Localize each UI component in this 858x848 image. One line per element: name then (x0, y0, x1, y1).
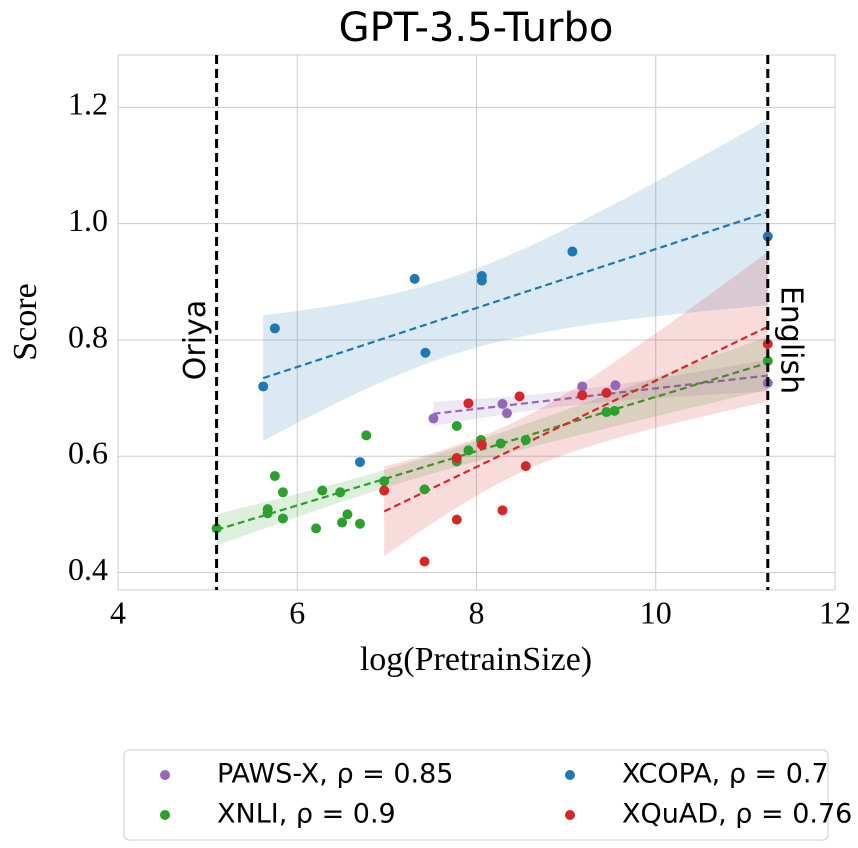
data-point (520, 434, 531, 445)
data-point (342, 509, 353, 520)
legend-marker (160, 770, 170, 780)
y-axis-label: Score (7, 283, 44, 360)
x-tick-label: 10 (640, 594, 672, 630)
data-point (577, 381, 588, 392)
reference-label: English (773, 286, 808, 394)
data-point (495, 438, 506, 449)
regression-line (383, 325, 769, 513)
legend-marker (565, 770, 575, 780)
data-point (463, 445, 474, 456)
data-point (419, 484, 430, 495)
x-tick-label: 4 (110, 594, 126, 630)
data-point (258, 381, 269, 392)
data-point (601, 387, 612, 398)
legend-label: XQuAD, ρ = 0.76 (622, 799, 852, 830)
data-point (476, 439, 487, 450)
data-point (501, 408, 512, 419)
y-tick-label: 1.0 (68, 202, 108, 238)
data-point (269, 323, 280, 334)
data-point (311, 523, 322, 534)
data-point (335, 487, 346, 498)
y-tick-label: 0.8 (68, 318, 108, 354)
data-point (337, 517, 348, 528)
data-point (451, 514, 462, 525)
data-point (420, 347, 431, 358)
chart-title: GPT-3.5-Turbo (339, 5, 614, 51)
data-point (609, 405, 620, 416)
data-point (361, 430, 372, 441)
y-tick-label: 0.4 (68, 551, 108, 587)
x-tick-label: 8 (469, 594, 485, 630)
data-point (211, 523, 222, 534)
data-point (497, 505, 508, 516)
data-point (354, 518, 365, 529)
legend-marker (160, 810, 170, 820)
legend (123, 749, 829, 841)
data-point (379, 485, 390, 496)
regression-line (216, 361, 769, 531)
confidence-band (433, 359, 768, 426)
data-point (269, 471, 280, 482)
data-point (419, 556, 430, 567)
reference-label: Oriya (178, 300, 213, 380)
legend-marker (565, 810, 575, 820)
y-tick-label: 1.2 (68, 86, 108, 122)
data-point (409, 273, 420, 284)
x-axis-label: log(PretrainSize) (360, 641, 592, 678)
confidence-band (384, 252, 768, 557)
regression-line (262, 211, 769, 380)
legend-label: PAWS-X, ρ = 0.85 (217, 759, 454, 790)
legend-label: XNLI, ρ = 0.9 (217, 799, 396, 830)
data-point (451, 421, 462, 432)
data-point (601, 407, 612, 418)
y-tick-label: 0.6 (68, 435, 108, 471)
data-point (354, 457, 365, 468)
data-point (262, 508, 273, 519)
data-point (277, 513, 288, 524)
data-point (762, 231, 773, 242)
data-point (428, 413, 439, 424)
data-point (317, 485, 328, 496)
data-point (277, 487, 288, 498)
data-point (520, 461, 531, 472)
data-point (577, 390, 588, 401)
data-point (762, 339, 773, 350)
legend-label: XCOPA, ρ = 0.7 (622, 759, 829, 790)
x-tick-label: 6 (289, 594, 305, 630)
x-tick-label: 12 (819, 594, 851, 630)
data-point (497, 398, 508, 409)
data-point (476, 275, 487, 286)
data-point (451, 452, 462, 463)
confidence-band (216, 336, 768, 546)
data-point (514, 391, 525, 402)
confidence-band (263, 119, 768, 441)
data-point (567, 246, 578, 257)
data-point (610, 380, 621, 391)
data-point (463, 398, 474, 409)
data-point (379, 476, 390, 487)
data-point (762, 355, 773, 366)
regression-line (433, 374, 768, 415)
